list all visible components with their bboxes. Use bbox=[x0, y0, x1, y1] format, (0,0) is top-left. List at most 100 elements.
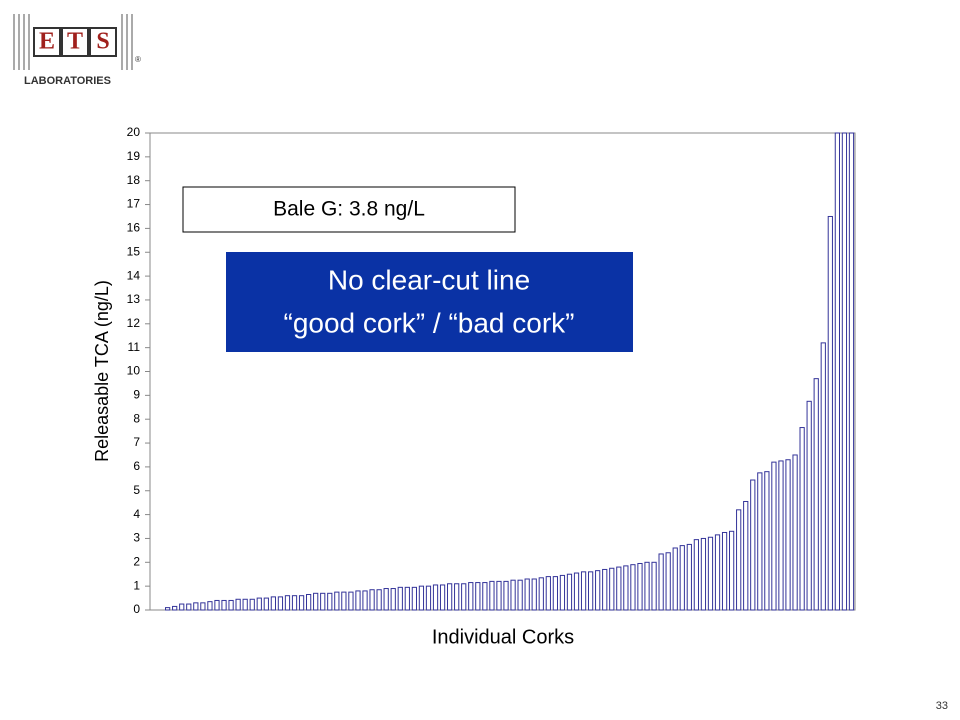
bar bbox=[693, 539, 699, 611]
bar bbox=[327, 592, 333, 611]
bar bbox=[566, 573, 573, 611]
y-axis-title: Releasable TCA (ng/L) bbox=[92, 280, 112, 462]
bar bbox=[750, 479, 756, 611]
bar bbox=[524, 578, 530, 611]
bar bbox=[404, 586, 410, 611]
annotation: “good cork” / “bad cork” bbox=[284, 307, 575, 338]
bar bbox=[270, 596, 276, 611]
bar bbox=[193, 602, 199, 611]
bar bbox=[298, 595, 305, 611]
bar bbox=[651, 561, 657, 611]
bar bbox=[848, 132, 855, 611]
y-tick-label: 19 bbox=[127, 149, 141, 163]
annotation-box bbox=[182, 186, 516, 233]
y-tick-label: 16 bbox=[127, 221, 141, 235]
bar bbox=[538, 577, 544, 611]
y-tick-label: 2 bbox=[133, 554, 140, 568]
bar bbox=[235, 598, 241, 611]
bar bbox=[630, 564, 636, 611]
bar bbox=[588, 571, 594, 611]
bar bbox=[559, 574, 566, 611]
bar bbox=[313, 592, 319, 611]
bar bbox=[447, 583, 453, 611]
bar bbox=[679, 545, 685, 611]
bar bbox=[580, 571, 587, 611]
y-tick-label: 8 bbox=[133, 411, 140, 425]
bar bbox=[348, 591, 354, 611]
bar bbox=[602, 568, 608, 611]
bar bbox=[552, 576, 558, 611]
page-number: 33 bbox=[936, 700, 948, 712]
bar bbox=[813, 378, 819, 611]
bar bbox=[468, 582, 474, 611]
bar bbox=[439, 584, 446, 611]
bar bbox=[503, 580, 509, 611]
bar bbox=[573, 572, 580, 611]
bar bbox=[757, 472, 763, 611]
bar bbox=[595, 570, 601, 611]
bar bbox=[721, 531, 728, 611]
y-tick-label: 10 bbox=[127, 364, 141, 378]
bar bbox=[355, 590, 361, 611]
bar bbox=[827, 215, 833, 611]
bar bbox=[658, 553, 664, 611]
bar bbox=[531, 578, 537, 611]
bar bbox=[186, 603, 192, 611]
bar bbox=[707, 536, 714, 611]
bar bbox=[207, 601, 213, 611]
bar bbox=[214, 599, 220, 611]
bar bbox=[834, 132, 840, 611]
bar bbox=[277, 596, 284, 611]
bar bbox=[729, 530, 735, 611]
bar bbox=[249, 598, 255, 611]
bar bbox=[341, 591, 347, 611]
bar bbox=[221, 599, 227, 611]
bar bbox=[454, 583, 460, 611]
bar bbox=[785, 459, 791, 611]
y-tick-label: 4 bbox=[133, 507, 140, 521]
bar bbox=[820, 342, 826, 611]
bar bbox=[179, 603, 185, 611]
annotation-box bbox=[226, 252, 633, 352]
bar bbox=[489, 580, 495, 611]
bar bbox=[714, 534, 721, 611]
bar bbox=[616, 566, 622, 611]
bar bbox=[263, 597, 269, 611]
bar bbox=[672, 547, 678, 611]
y-tick-label: 0 bbox=[133, 602, 140, 616]
bar bbox=[623, 565, 629, 611]
bar bbox=[764, 471, 770, 611]
bar bbox=[482, 582, 488, 611]
bar bbox=[510, 579, 516, 611]
y-tick-label: 6 bbox=[133, 459, 140, 473]
bar bbox=[397, 586, 403, 611]
bar bbox=[172, 605, 178, 611]
bar bbox=[517, 579, 523, 611]
annotation: Bale G: 3.8 ng/L bbox=[273, 198, 425, 221]
y-tick-label: 13 bbox=[127, 292, 141, 306]
bar bbox=[841, 132, 848, 611]
logo-name: LABORATORIES bbox=[24, 75, 111, 87]
bar bbox=[306, 593, 312, 611]
y-tick-label: 18 bbox=[127, 173, 141, 187]
bar bbox=[496, 580, 502, 611]
y-tick-label: 3 bbox=[133, 531, 140, 545]
bar bbox=[256, 597, 262, 611]
bar bbox=[284, 595, 291, 611]
bar bbox=[743, 500, 749, 611]
bar bbox=[376, 589, 382, 611]
y-tick-label: 7 bbox=[133, 435, 140, 449]
bar bbox=[644, 561, 650, 611]
bar bbox=[383, 588, 389, 611]
bar bbox=[334, 591, 340, 611]
logo: E T S ® LABORATORIES bbox=[13, 14, 141, 87]
y-tick-label: 17 bbox=[127, 197, 141, 211]
bar bbox=[665, 552, 671, 611]
bar bbox=[806, 400, 812, 611]
y-tick-label: 5 bbox=[133, 483, 140, 497]
y-tick-label: 20 bbox=[127, 125, 141, 139]
bar bbox=[778, 460, 784, 611]
bar bbox=[461, 583, 467, 611]
bar bbox=[390, 588, 396, 611]
